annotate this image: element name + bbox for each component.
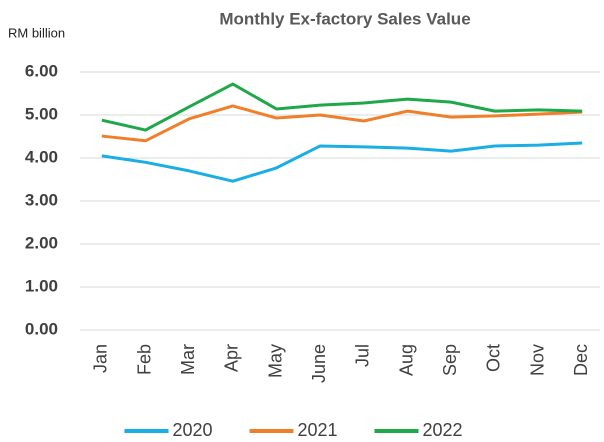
- y-tick-label: 6.00: [25, 61, 58, 80]
- x-tick-label: June: [309, 344, 329, 383]
- legend-label: 2022: [423, 420, 463, 440]
- x-tick-label: Aug: [396, 344, 416, 376]
- x-tick-label: Mar: [178, 344, 198, 375]
- x-tick-label: Jul: [353, 344, 373, 367]
- x-tick-label: Dec: [571, 344, 591, 376]
- series-line: [101, 141, 583, 183]
- x-tick-label: Feb: [134, 344, 154, 375]
- y-tick-label: 0.00: [25, 319, 58, 338]
- x-tick-label: Oct: [484, 344, 504, 372]
- x-tick-label: Apr: [222, 344, 242, 372]
- legend-label: 2020: [173, 420, 213, 440]
- chart-title: Monthly Ex-factory Sales Value: [219, 9, 470, 28]
- x-tick-label: Nov: [527, 344, 547, 376]
- x-tick-label: Sep: [440, 344, 460, 376]
- x-tick-label: Jan: [91, 344, 111, 373]
- y-tick-label: 3.00: [25, 190, 58, 209]
- legend-label: 2021: [298, 420, 338, 440]
- series-line: [101, 104, 583, 143]
- y-tick-label: 5.00: [25, 104, 58, 123]
- y-tick-label: 2.00: [25, 233, 58, 252]
- x-tick-label: May: [265, 344, 285, 378]
- y-tick-label: 4.00: [25, 147, 58, 166]
- y-axis-label: RM billion: [8, 25, 65, 40]
- series-line: [101, 82, 583, 132]
- y-tick-label: 1.00: [25, 276, 58, 295]
